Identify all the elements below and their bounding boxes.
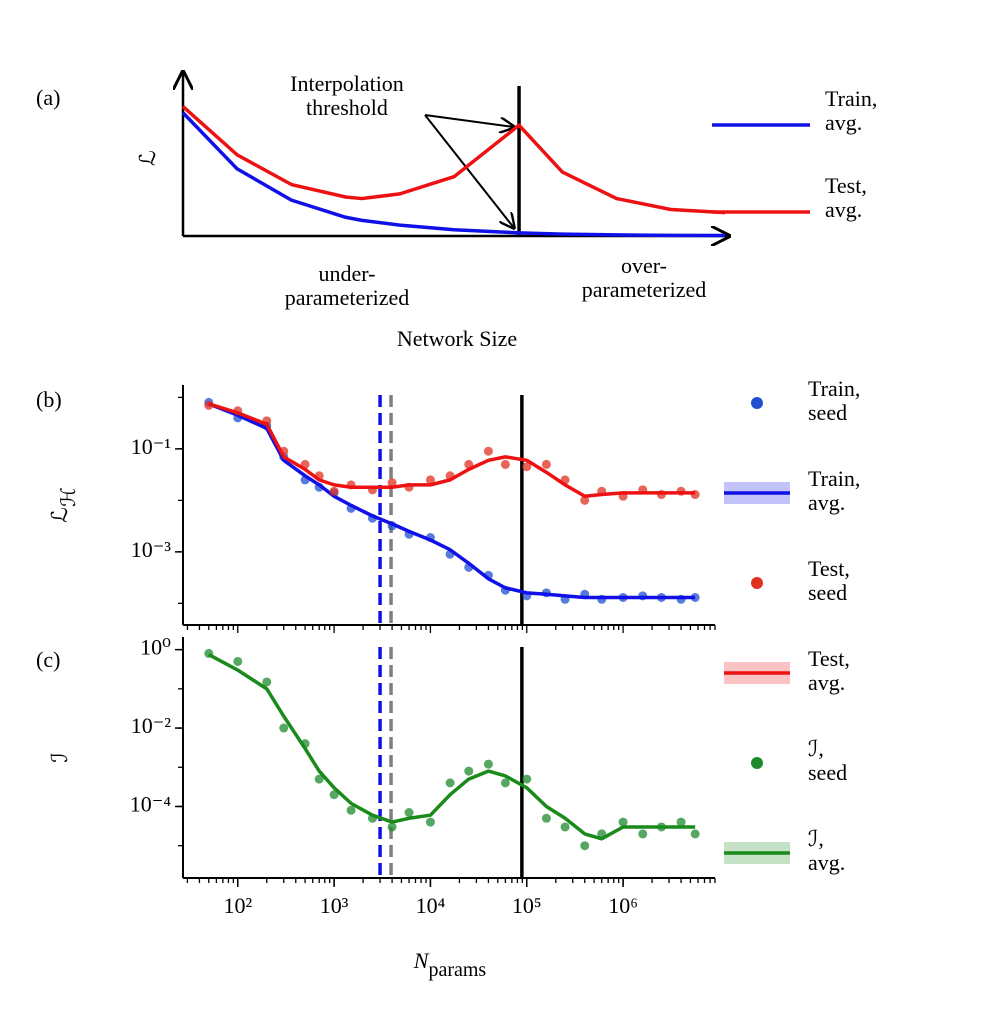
seed-point: [522, 774, 532, 784]
x-tick-label: 10⁶: [608, 893, 638, 918]
seed-point: [580, 841, 590, 851]
annotation-arrow: [424, 114, 514, 127]
seed-point: [404, 808, 414, 818]
legend-label: ℐ, seed: [808, 736, 848, 785]
seed-point: [329, 486, 339, 496]
legend-label: ℐ, avg.: [808, 826, 846, 875]
x-axis-label: Network Size: [397, 326, 517, 351]
seed-point: [638, 829, 648, 839]
legend-label: Train, seed: [808, 376, 861, 425]
annotation: Interpolation threshold: [290, 71, 404, 120]
series-line: [208, 402, 696, 600]
seed-point: [262, 677, 272, 687]
x-tick-label: 10⁴: [416, 893, 446, 918]
y-axis-label: ℐ: [47, 752, 72, 762]
series-line: [208, 402, 696, 499]
y-axis-label: ℒℋ: [47, 487, 80, 523]
y-tick-label: 10⁰: [140, 635, 171, 660]
x-tick-label: 10²: [223, 893, 252, 918]
seed-point: [279, 723, 289, 733]
panel-label: (c): [36, 647, 60, 672]
seed-point: [690, 829, 700, 839]
series-line: [207, 652, 696, 841]
y-axis-label-main: ℒ: [135, 150, 160, 166]
x-axis-label-main: N: [413, 948, 430, 973]
seed-point: [483, 759, 493, 769]
legend-marker: [751, 757, 763, 769]
legend-label: Test, avg.: [825, 173, 867, 222]
seed-point: [387, 478, 397, 488]
y-tick-label: 10⁻²: [131, 713, 172, 738]
seed-point: [618, 817, 628, 827]
legend-label: Test, seed: [808, 556, 850, 605]
panel-label: (a): [36, 85, 60, 110]
seed-point: [314, 774, 324, 784]
y-axis-label-main: ℒ: [47, 507, 72, 523]
y-tick-label: 10⁻¹: [131, 434, 171, 459]
y-axis-label-main: ℐ: [47, 752, 72, 762]
legend-marker: [751, 577, 763, 589]
seed-point: [522, 462, 532, 472]
series-line: [181, 105, 726, 215]
seed-point: [500, 459, 510, 469]
seed-point: [483, 446, 493, 456]
seed-point: [676, 817, 686, 827]
legend-label: Train, avg.: [825, 86, 878, 135]
y-axis-label-sub: ℋ: [58, 487, 80, 507]
seed-point: [387, 822, 397, 832]
x-tick-label: 10⁵: [512, 893, 542, 918]
seed-point: [541, 459, 551, 469]
panel-label: (b): [36, 387, 62, 412]
seed-point: [445, 778, 455, 788]
y-tick-label: 10⁻³: [131, 537, 172, 562]
seed-point: [346, 805, 356, 815]
y-tick-label: 10⁻⁴: [130, 792, 172, 817]
seed-point: [580, 495, 590, 505]
seed-point: [425, 475, 435, 485]
seed-point: [560, 822, 570, 832]
seed-point: [233, 656, 243, 666]
annotation-arrow: [424, 114, 514, 228]
seed-point: [329, 790, 339, 800]
seed-point: [425, 817, 435, 827]
y-axis-label: ℒ: [135, 150, 160, 166]
annotation: under- parameterized: [284, 261, 410, 310]
x-axis-label: Nparams: [413, 948, 487, 981]
x-tick-label: 10³: [320, 893, 349, 918]
legend-label: Train, avg.: [808, 466, 861, 515]
seed-point: [500, 778, 510, 788]
legend-label: Test, avg.: [808, 646, 850, 695]
seed-point: [464, 766, 474, 776]
annotation: over- parameterized: [581, 253, 707, 302]
seed-point: [541, 813, 551, 823]
x-axis-label-sub: params: [428, 959, 486, 981]
legend-marker: [751, 397, 763, 409]
series-line: [181, 111, 726, 238]
